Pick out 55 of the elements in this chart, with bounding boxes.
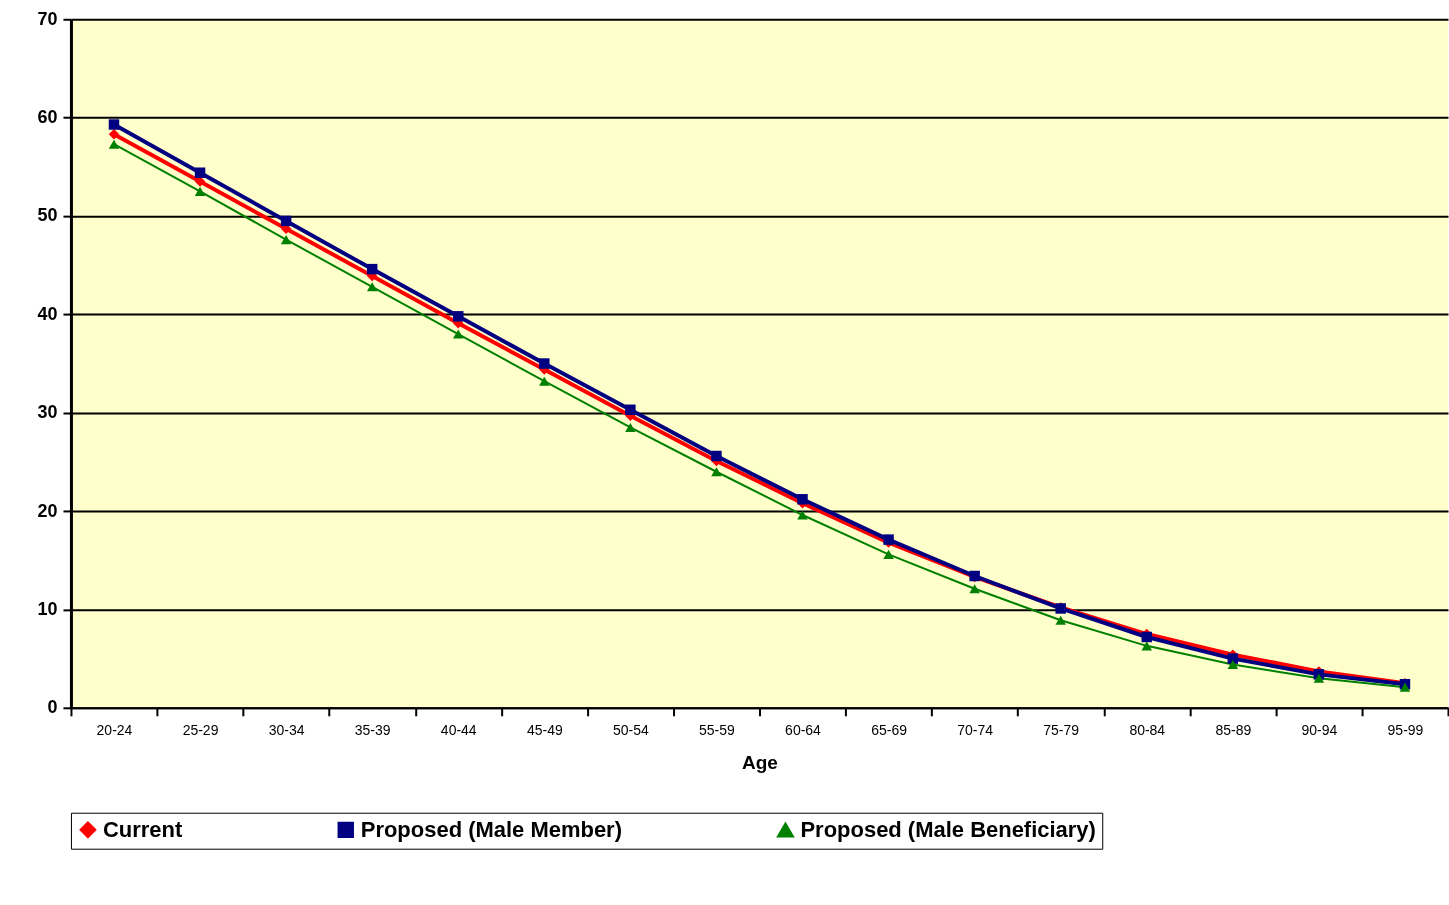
point <box>194 186 206 196</box>
point <box>625 422 636 433</box>
point <box>883 549 894 559</box>
point <box>1227 659 1239 670</box>
point <box>108 139 120 149</box>
legend-label: Proposed (Male Beneficiary) <box>800 817 1096 843</box>
x-tick-label: 20-24 <box>96 722 133 739</box>
x-axis-title: Age <box>742 752 778 774</box>
point <box>108 129 120 140</box>
y-tick-label: 30 <box>37 402 58 423</box>
point <box>366 263 378 275</box>
x-tick-label: 40-44 <box>440 722 477 739</box>
point <box>797 510 808 520</box>
point <box>453 329 464 339</box>
point <box>366 282 378 292</box>
x-tick-label: 60-64 <box>785 722 822 739</box>
point <box>1055 615 1066 625</box>
point <box>108 119 120 130</box>
point <box>1141 641 1153 651</box>
point <box>453 311 464 322</box>
x-tick-label: 95-99 <box>1387 722 1424 739</box>
point <box>1313 673 1325 683</box>
y-tick-label: 70 <box>37 8 58 29</box>
point <box>194 167 206 178</box>
y-tick-label: 0 <box>47 697 58 718</box>
x-tick-label: 55-59 <box>699 722 736 739</box>
point <box>1399 682 1411 692</box>
y-tick-label: 50 <box>37 205 58 226</box>
point <box>797 494 808 505</box>
point <box>969 584 980 594</box>
y-tick-label: 10 <box>37 598 58 619</box>
x-tick-label: 50-54 <box>612 722 649 739</box>
point <box>625 404 636 416</box>
point <box>1227 653 1239 664</box>
y-tick-label: 40 <box>37 303 58 324</box>
x-tick-label: 90-94 <box>1301 722 1338 739</box>
x-tick-label: 35-39 <box>354 722 391 739</box>
y-tick-label: 60 <box>37 107 58 128</box>
point <box>539 376 550 386</box>
point <box>711 450 722 462</box>
x-tick-label: 30-34 <box>268 722 305 739</box>
x-tick-label: 75-79 <box>1043 722 1080 739</box>
x-tick-label: 45-49 <box>526 722 563 739</box>
point <box>280 235 292 245</box>
legend-label: Current <box>102 816 183 842</box>
point <box>539 358 550 369</box>
x-tick-label: 70-74 <box>957 722 994 739</box>
x-tick-label: 65-69 <box>871 722 908 739</box>
x-tick-label: 85-89 <box>1215 722 1252 739</box>
x-tick-label: 80-84 <box>1129 722 1166 739</box>
point <box>280 215 292 227</box>
y-tick-label: 20 <box>37 500 58 521</box>
point <box>711 467 722 477</box>
legend-label: Proposed (Male Member) <box>360 816 622 842</box>
x-tick-label: 25-29 <box>182 722 219 739</box>
